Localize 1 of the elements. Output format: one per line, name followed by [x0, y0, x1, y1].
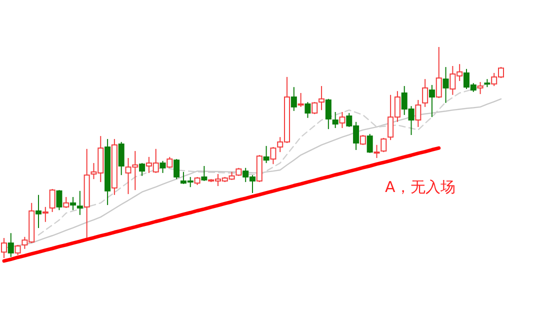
- annotation: A，无入场: [385, 178, 456, 196]
